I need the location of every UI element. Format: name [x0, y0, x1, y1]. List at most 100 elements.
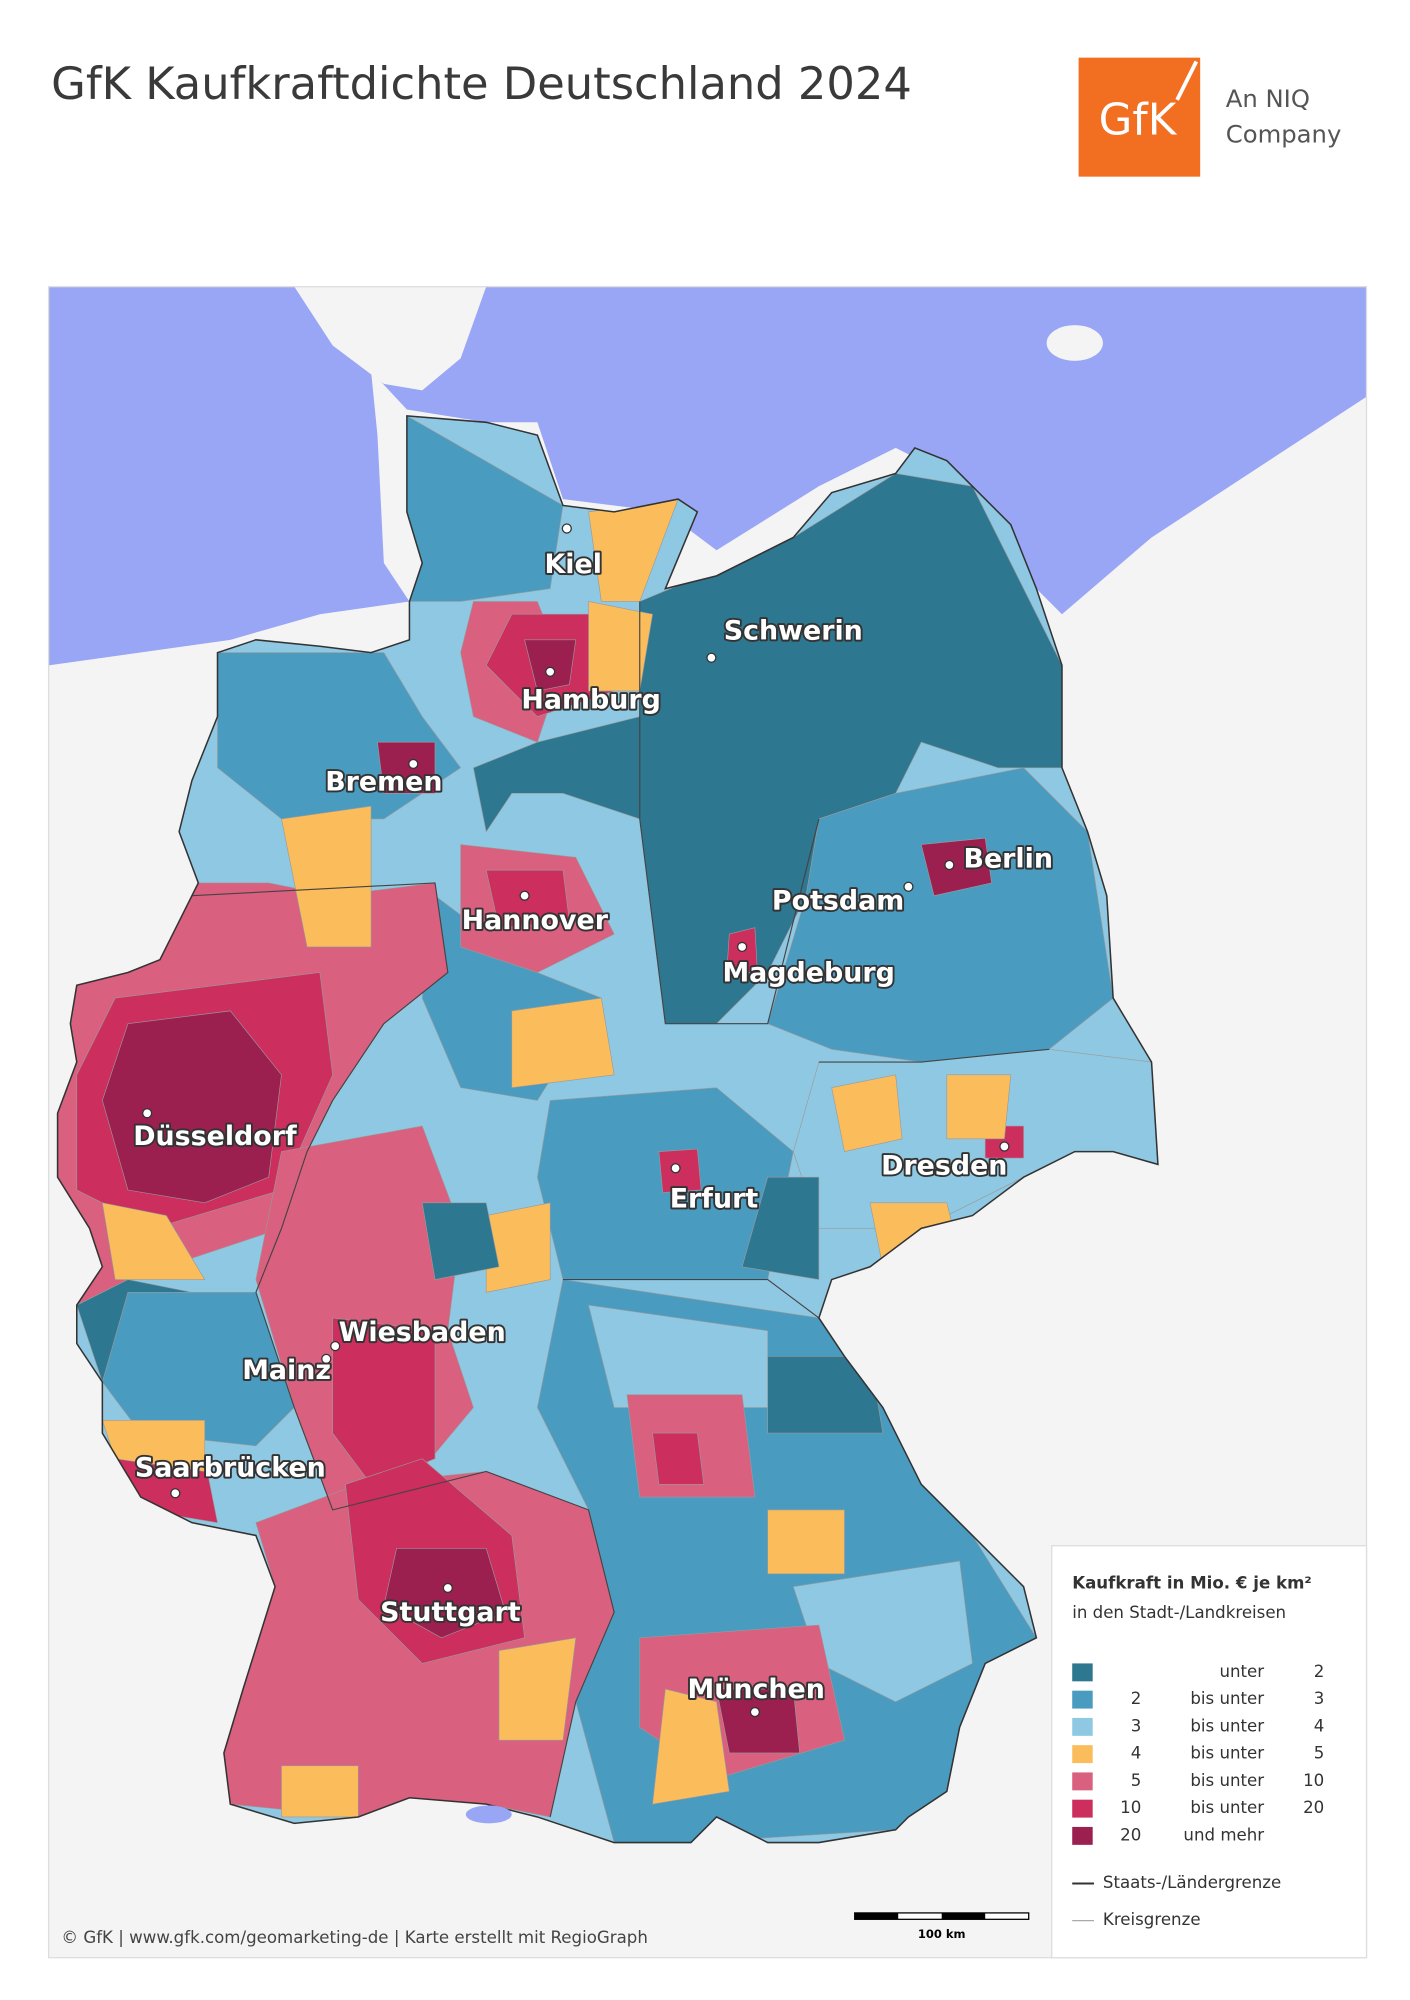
map: Kiel Schwerin Hamburg Bremen Hannover Berlin P…: [48, 286, 1367, 1958]
legend-subtitle: in den Stadt-/Landkreisen: [1072, 1603, 1286, 1622]
logo-box: [1078, 57, 1201, 177]
city-dot: [561, 523, 572, 534]
scale-bar-label: 100 km: [918, 1927, 966, 1941]
logo: GfK An NIQ Company: [1078, 57, 1342, 177]
legend-connector: bis unter: [1190, 1689, 1264, 1708]
scale-bar: 100 km: [854, 1912, 1030, 1941]
legend-swatch: [1072, 1717, 1093, 1736]
city-dot: [903, 881, 914, 892]
city-label: Magdeburg: [722, 957, 894, 988]
city-dot: [408, 758, 419, 770]
district: [421, 1202, 500, 1280]
legend-upper: 5: [1314, 1744, 1325, 1763]
legend-lower: 20: [1120, 1825, 1141, 1844]
logo-tagline: An NIQ: [1226, 84, 1310, 113]
district: [831, 1074, 903, 1153]
city-dot: [749, 1706, 761, 1718]
city-dot: [321, 1353, 332, 1365]
city-label: München: [687, 1674, 824, 1705]
district: [377, 741, 436, 794]
sea: [48, 286, 1367, 666]
district: [101, 1202, 206, 1280]
district: [511, 997, 615, 1089]
state-border: [255, 1292, 615, 1818]
district: [658, 1148, 702, 1193]
city-label: Hamburg: [521, 685, 660, 716]
legend-swatch: [1072, 1690, 1093, 1709]
city-dot: [545, 666, 556, 677]
district: [473, 473, 1063, 1024]
district: [652, 1432, 705, 1485]
title: GfK Kaufkraftdichte Deutschland 2024: [51, 57, 912, 110]
lake: [465, 1805, 512, 1824]
scale-bar-segment: [941, 1912, 986, 1920]
city-label: Saarbrücken: [135, 1452, 326, 1483]
city-dot: [670, 1163, 681, 1174]
district: [524, 639, 577, 692]
city-dot: [706, 652, 717, 663]
city-dot: [330, 1340, 341, 1352]
city-dot: [999, 1141, 1010, 1152]
legend-upper: 4: [1314, 1716, 1325, 1735]
city-label: Hannover: [462, 905, 609, 936]
legend-lower: 2: [1131, 1689, 1142, 1708]
map-frame: [47, 286, 1368, 1959]
district: [741, 1176, 820, 1280]
island: [1046, 325, 1103, 361]
legend-swatch: [1072, 1745, 1093, 1764]
district: [920, 837, 992, 897]
regions: [57, 415, 1158, 1843]
legend-lower: 10: [1120, 1798, 1141, 1817]
city-dot: [736, 941, 748, 953]
district: [498, 1637, 577, 1741]
city-dot: [442, 1582, 453, 1594]
state-border: [818, 1048, 1050, 1063]
legend-connector: unter: [1219, 1662, 1264, 1681]
legend-connector: bis unter: [1190, 1716, 1264, 1735]
city-label: Kiel: [544, 549, 601, 580]
district: [102, 1010, 282, 1204]
district: [383, 1547, 506, 1639]
legend-line-label: Staats-/Ländergrenze: [1103, 1873, 1281, 1892]
district: [767, 1509, 845, 1575]
denmark: [294, 286, 487, 391]
state-border: [639, 601, 820, 1025]
legend-swatch: [1072, 1826, 1093, 1845]
city-label: Potsdam: [772, 886, 904, 917]
legend-connector: bis unter: [1190, 1744, 1264, 1763]
legend-lower: 5: [1131, 1771, 1142, 1790]
legend-connector: bis unter: [1190, 1798, 1264, 1817]
state-border: [562, 1278, 820, 1319]
logo-tagline: Company: [1226, 120, 1342, 149]
cities: Kiel Schwerin Hamburg Bremen Hannover Berlin P…: [131, 523, 1055, 1718]
city-dot: [944, 859, 955, 871]
legend-line-label: Kreisgrenze: [1103, 1910, 1201, 1929]
legend-swatch: [1072, 1663, 1093, 1682]
legend-title: Kaufkraft in Mio. € je km²: [1072, 1574, 1311, 1593]
footer: © GfK | www.gfk.com/geomarketing-de | Ka…: [61, 1928, 647, 1947]
legend-box: [1051, 1545, 1368, 1959]
city-label: Schwerin: [724, 616, 863, 647]
district: [946, 1074, 1012, 1140]
city-dot: [170, 1488, 181, 1499]
district: [652, 1688, 730, 1805]
city-label: Mainz: [242, 1355, 331, 1386]
district: [485, 1202, 551, 1293]
legend-swatch: [1072, 1772, 1093, 1791]
city-label: Bremen: [325, 767, 442, 798]
city-label: Düsseldorf: [133, 1121, 297, 1152]
district: [716, 1688, 801, 1754]
legend-connector: und mehr: [1183, 1825, 1264, 1844]
district: [281, 1765, 359, 1818]
city-label: Wiesbaden: [339, 1317, 506, 1348]
legend-swatch: [1072, 1799, 1093, 1818]
legend-connector: bis unter: [1190, 1771, 1264, 1790]
state-border: [191, 882, 449, 1293]
city-label: Erfurt: [670, 1184, 759, 1215]
legend: Kaufkraft in Mio. € je km² in den Stadt-…: [1051, 1545, 1368, 1959]
city-dot: [142, 1108, 153, 1119]
city-label: Stuttgart: [380, 1597, 521, 1628]
city-dot: [519, 890, 530, 901]
legend-lower: 3: [1131, 1716, 1142, 1735]
legend-upper: 10: [1303, 1771, 1324, 1790]
